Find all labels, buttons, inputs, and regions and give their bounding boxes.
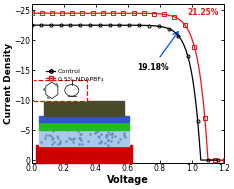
Text: 21.25%: 21.25% <box>187 8 219 17</box>
Text: 19.18%: 19.18% <box>138 63 169 72</box>
Y-axis label: Current Density: Current Density <box>4 43 13 124</box>
Legend: Control, 0.5% NDAPBF₄: Control, 0.5% NDAPBF₄ <box>45 68 105 83</box>
X-axis label: Voltage: Voltage <box>107 175 149 185</box>
